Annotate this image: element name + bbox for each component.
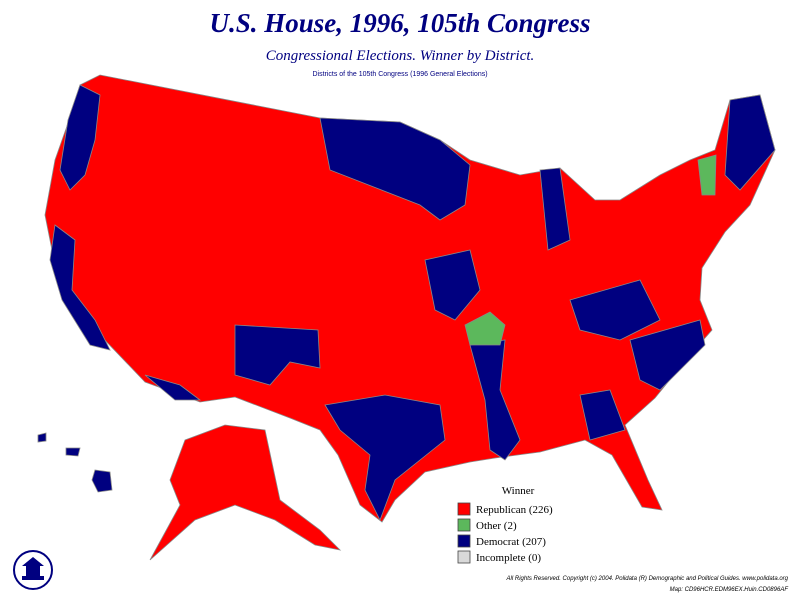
logo (13, 550, 53, 590)
minnesota-districts (319, 117, 471, 221)
mississippi-valley-districts (469, 339, 521, 461)
footer-map-id: Map: CD96HCR.EDM96EX.Huin.CD0896AF (670, 587, 789, 593)
new-mexico-districts (234, 324, 321, 386)
michigan-districts (539, 167, 571, 251)
carolina-districts (629, 319, 706, 391)
hawaii-3 (91, 469, 113, 493)
other-vermont (697, 154, 717, 196)
legend-label: Incomplete (0) (476, 552, 541, 564)
arizona-south-districts (144, 374, 202, 401)
legend-title: Winner (502, 485, 535, 497)
legend-swatch (457, 534, 471, 548)
new-england-districts (724, 94, 776, 191)
midwest-districts (424, 249, 481, 321)
logo-building (22, 557, 44, 580)
title: U.S. House, 1996, 105th Congress (209, 8, 590, 38)
legend-swatch (457, 502, 471, 516)
pacific-northwest-districts (59, 84, 101, 191)
legend: Winner Republican (226) Other (2) Democrat… (457, 485, 553, 564)
legend-label: Democrat (207) (476, 536, 546, 548)
appalachia-districts (569, 279, 661, 341)
hawaii-2 (65, 447, 81, 457)
california-districts (49, 224, 111, 351)
note: Districts of the 105th Congress (1996 Ge… (312, 71, 487, 78)
legend-items: Republican (226) Other (2) Democrat (207) I… (457, 502, 553, 564)
footer-copyright: All Rights Reserved. Copyright (c) 2004.… (506, 576, 789, 582)
texas-districts (324, 394, 446, 521)
other-missouri-kentucky (464, 311, 506, 346)
georgia-districts (579, 389, 626, 441)
alaska (149, 424, 342, 561)
legend-swatch (457, 518, 471, 532)
map (37, 74, 776, 561)
subtitle: Congressional Elections. Winner by Distr… (266, 48, 535, 64)
legend-swatch (457, 550, 471, 564)
hawaii-1 (37, 432, 47, 443)
legend-label: Republican (226) (476, 504, 553, 516)
legend-label: Other (2) (476, 520, 517, 532)
